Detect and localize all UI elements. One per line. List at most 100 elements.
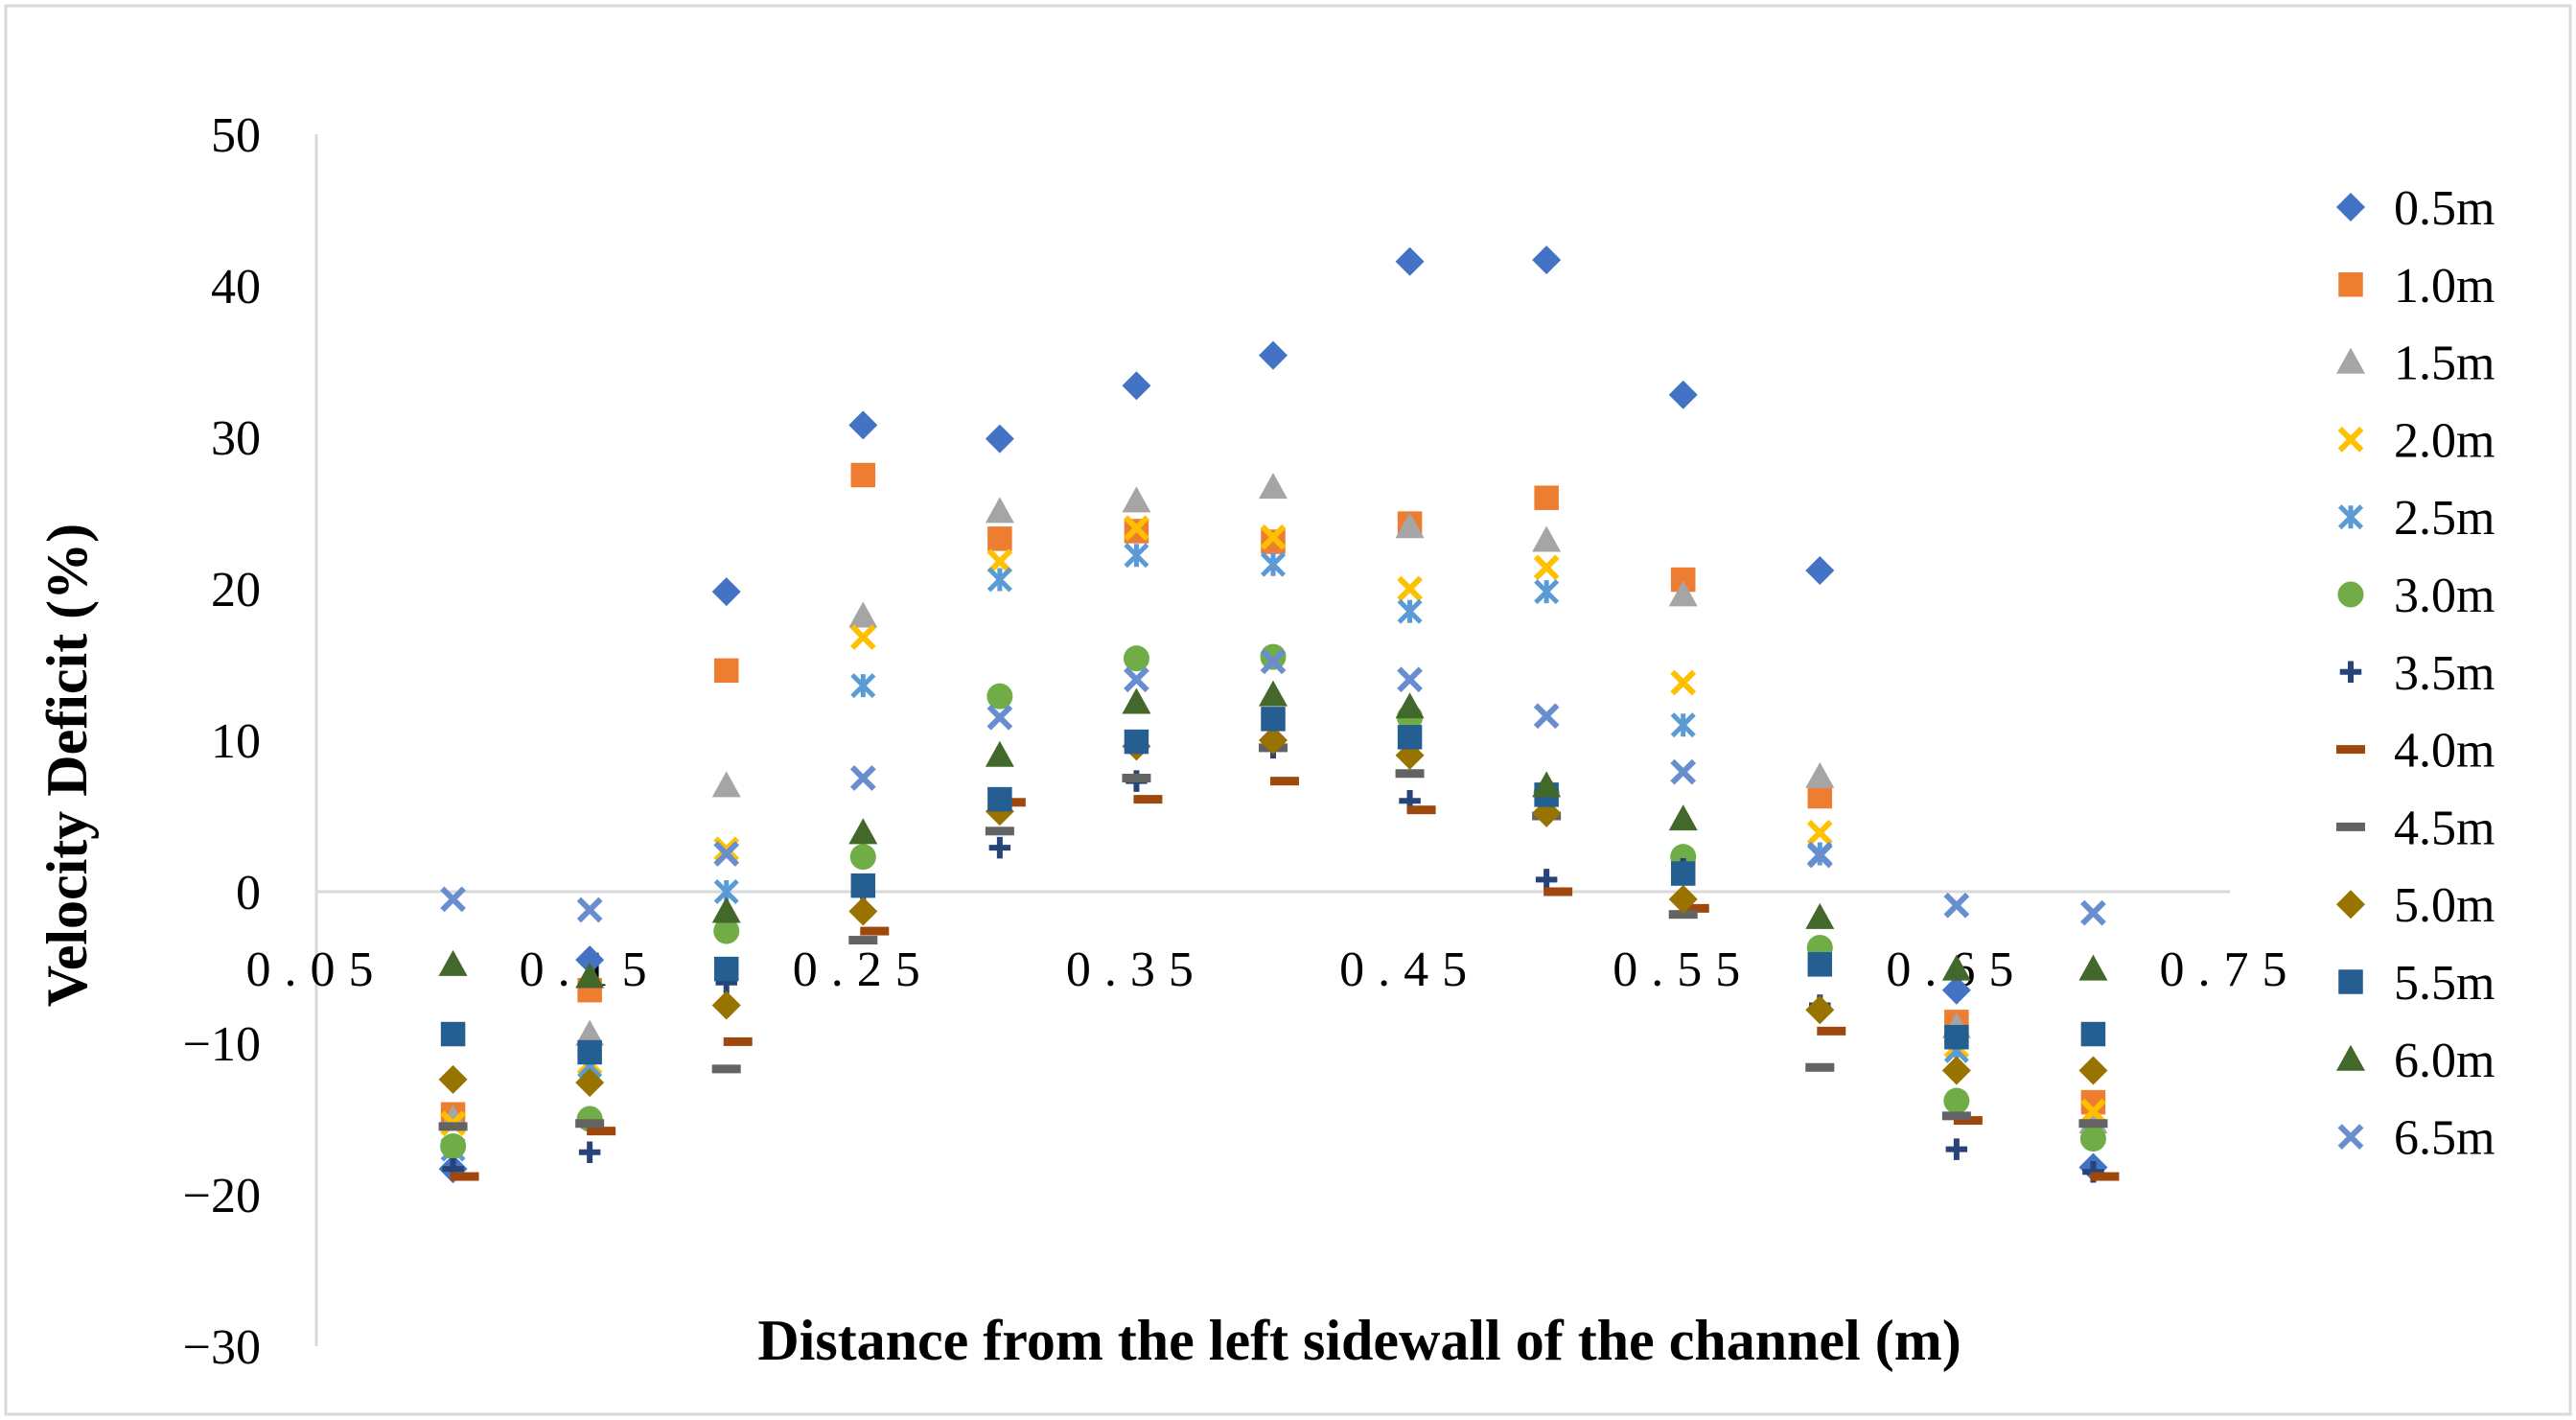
data-point: [1124, 666, 1149, 693]
legend-marker: [2337, 1124, 2364, 1150]
data-point: [2080, 1021, 2106, 1047]
data-point: [711, 771, 741, 798]
data-point: [848, 936, 878, 945]
data-point: [723, 1036, 753, 1046]
legend-marker: [2336, 890, 2365, 920]
legend-marker: [2336, 193, 2365, 221]
data-point: [438, 1064, 468, 1094]
data-point: [1260, 524, 1287, 550]
data-point: [711, 990, 741, 1020]
data-point: [2079, 1126, 2106, 1152]
data-point: [440, 1021, 466, 1047]
data-point: [711, 896, 741, 923]
data-point: [1670, 712, 1696, 738]
y-tick-label: 0: [236, 866, 261, 920]
data-point: [1668, 910, 1698, 920]
y-axis-title: Velocity Deficit (%): [35, 524, 99, 1007]
legend-marker: [2337, 504, 2364, 530]
data-point: [1397, 666, 1423, 693]
x-tick-label: 0.55: [1613, 943, 1753, 997]
legend-label: 3.5m: [2394, 646, 2495, 701]
data-point: [1943, 1087, 1970, 1114]
legend-marker: [2336, 822, 2365, 831]
data-point: [988, 836, 1011, 859]
data-point: [1806, 820, 1833, 846]
data-point: [2078, 954, 2108, 981]
data-point: [1270, 777, 1299, 786]
legend-marker: [2338, 272, 2363, 297]
series-6-5m: [440, 648, 2106, 926]
x-tick-label: 0.25: [793, 943, 934, 997]
data-point: [438, 1122, 468, 1131]
legend-label: 4.0m: [2394, 724, 2495, 779]
data-point: [713, 658, 739, 684]
data-point: [850, 673, 876, 699]
data-point: [1122, 371, 1151, 401]
data-point: [438, 949, 468, 976]
data-point: [1124, 543, 1149, 569]
data-point: [987, 526, 1012, 551]
data-point: [1807, 952, 1833, 977]
data-point: [848, 410, 878, 440]
data-point: [850, 873, 876, 898]
legend-marker: [2337, 427, 2364, 453]
data-point: [987, 786, 1012, 812]
data-point: [1122, 486, 1151, 513]
y-tick-label: 10: [211, 714, 261, 769]
data-point: [985, 826, 1014, 836]
data-point: [1668, 884, 1698, 914]
data-point: [2078, 1056, 2108, 1085]
data-point: [713, 956, 739, 982]
data-point: [850, 462, 876, 488]
data-point: [1941, 1111, 1971, 1121]
legend-label: 6.0m: [2394, 1034, 2495, 1088]
x-tick-label: 0.05: [246, 943, 387, 997]
legend-label: 2.0m: [2394, 413, 2495, 468]
data-point: [1941, 1056, 1971, 1085]
data-point: [1805, 902, 1835, 929]
data-point: [1543, 887, 1573, 896]
data-point: [713, 918, 740, 944]
data-point: [986, 548, 1013, 574]
data-point: [848, 896, 878, 926]
data-point: [1670, 669, 1697, 696]
legend-entry: 2.5m: [2337, 491, 2495, 546]
legend-entry: 2.0m: [2337, 413, 2495, 468]
data-point: [1533, 554, 1560, 581]
x-axis-title: Distance from the left sidewall of the c…: [757, 1309, 1961, 1372]
data-point: [1670, 861, 1696, 886]
data-point: [711, 1064, 741, 1074]
data-point: [986, 683, 1013, 710]
legend-entry: 6.5m: [2337, 1111, 2495, 1166]
data-point: [575, 1019, 605, 1046]
data-point: [1668, 380, 1698, 409]
data-point: [1397, 725, 1423, 750]
data-point: [1406, 805, 1436, 815]
legend-entry: 5.5m: [2338, 956, 2495, 1011]
data-point: [2078, 1119, 2108, 1129]
y-tick-label: −10: [183, 1017, 261, 1072]
legend-marker: [2336, 1044, 2365, 1071]
data-point: [985, 424, 1014, 454]
data-point: [1817, 1026, 1846, 1036]
data-point: [578, 1141, 601, 1164]
data-point: [1941, 975, 1971, 1005]
legend-entry: 1.0m: [2338, 259, 2495, 314]
data-point: [1806, 842, 1833, 869]
legend-marker: [2336, 745, 2365, 755]
data-point: [1123, 645, 1149, 672]
data-point: [1122, 774, 1151, 782]
legend-label: 1.5m: [2394, 337, 2495, 391]
y-tick-label: 40: [211, 260, 261, 314]
legend-entry: 1.5m: [2336, 337, 2495, 391]
data-point: [1941, 954, 1971, 981]
data-point: [2090, 1172, 2120, 1181]
data-point: [575, 945, 605, 975]
data-point: [1533, 703, 1560, 730]
data-point: [985, 497, 1014, 524]
series-3-0m: [440, 643, 2106, 1159]
x-tick-label: 0.75: [2160, 943, 2301, 997]
data-point: [860, 926, 890, 936]
data-point: [1260, 643, 1287, 670]
